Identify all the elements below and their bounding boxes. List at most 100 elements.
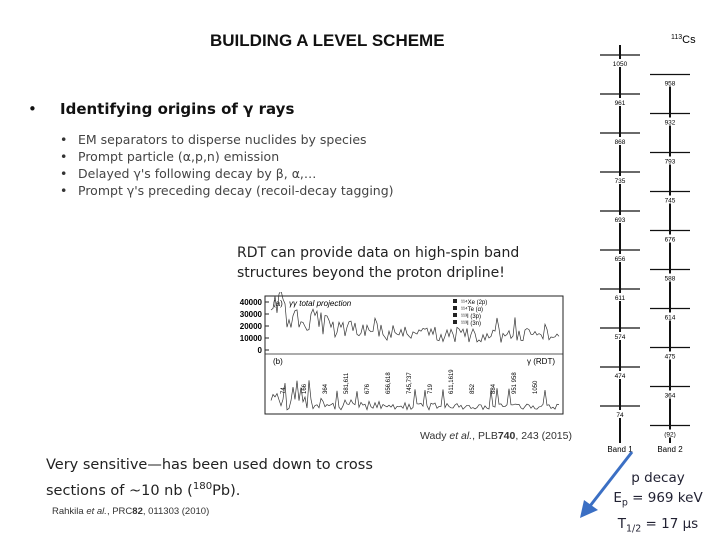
label-bg — [661, 78, 679, 87]
element: Pb — [212, 482, 231, 499]
legend-entry: ¹¹³I (3n) — [461, 321, 481, 327]
band-label: Band 1 — [607, 445, 633, 454]
energy-label: (92) — [664, 432, 676, 439]
label-bg — [661, 312, 679, 321]
proton-energy: Ep = 969 keV — [598, 488, 718, 514]
energy-label: 735 — [615, 178, 626, 185]
energy-label: 611 — [615, 295, 626, 302]
figure-caption: Wady et al., PLB740, 243 (2015) — [420, 430, 572, 442]
energy-label: 958 — [665, 81, 676, 88]
legend-marker — [453, 320, 457, 324]
sym: T — [617, 515, 627, 532]
volume: 82 — [132, 506, 143, 517]
sym: E — [613, 490, 622, 506]
y-label: 30000 — [240, 310, 263, 319]
sub: 1/2 — [626, 523, 642, 535]
peak-label: 364 — [323, 383, 329, 394]
energy-label: 474 — [615, 373, 626, 380]
journal: , PRC — [106, 506, 133, 517]
peak-label: 581,611 — [344, 372, 350, 394]
peak-label: 74 — [281, 387, 287, 394]
energy-label: 614 — [665, 315, 676, 322]
energy-label: 1050 — [613, 61, 628, 68]
et-al: et al. — [86, 506, 107, 517]
label-bg — [611, 98, 629, 106]
sub-bullet-text: Prompt particle (α,p,n) emission — [78, 149, 280, 164]
volume: 740 — [497, 430, 516, 442]
legend-entry: ¹¹⁴Te (α) — [461, 306, 483, 313]
mass: 180 — [192, 481, 213, 492]
label-bg — [661, 156, 679, 165]
energy-label: 932 — [665, 120, 676, 127]
decay-info: p decay Ep = 969 keV T1/2 = 17 μs — [598, 468, 718, 539]
pages: , 011303 (2010) — [142, 506, 210, 517]
label-bg — [611, 137, 629, 145]
val: = 17 μs — [641, 515, 699, 532]
legend-entry: ¹¹⁴Xe (2p) — [461, 299, 487, 306]
energy-label: 574 — [615, 334, 626, 341]
label-bg — [661, 195, 679, 204]
peak-label: 719 — [428, 383, 434, 394]
band-label: Band 2 — [657, 445, 683, 454]
legend-marker — [453, 306, 457, 310]
label-bg — [661, 234, 679, 243]
bullet-dot: • — [60, 149, 68, 164]
peak-label: 611,1619 — [449, 369, 455, 394]
peak-label: 852 — [470, 383, 476, 394]
label-bg — [661, 429, 679, 438]
energy-label: 961 — [615, 100, 626, 107]
energy-label: 364 — [665, 393, 676, 400]
peak-label: 884 — [491, 383, 497, 394]
slide-title: BUILDING A LEVEL SCHEME — [210, 31, 445, 50]
end: ). — [230, 482, 241, 499]
peak-label: 166 — [302, 383, 308, 394]
energy-label: 693 — [615, 217, 626, 224]
energy-label: 74 — [616, 412, 624, 419]
label-bg — [661, 273, 679, 282]
sub-bullet-text: Prompt γ's preceding decay (recoil-decay… — [78, 183, 394, 198]
reference: Rahkila et al., PRC82, 011303 (2010) — [52, 506, 209, 517]
energy-label: 745 — [665, 198, 676, 205]
author: Wady — [420, 430, 450, 442]
text: Very sensitive—has been used down to cro… — [46, 457, 373, 499]
label-bg — [661, 390, 679, 399]
val: = 969 keV — [627, 490, 703, 506]
peak-label: 656,618 — [386, 372, 392, 394]
sub-bullet-text: EM separators to disperse nuclides by sp… — [78, 132, 367, 147]
decay-label: p decay — [631, 470, 685, 486]
label-bg — [661, 117, 679, 126]
label-bg — [611, 410, 629, 418]
legend-marker — [453, 313, 457, 317]
author: Rahkila — [52, 506, 87, 517]
element: Cs — [682, 34, 696, 46]
journal: , PLB — [472, 430, 498, 442]
arrow-head — [580, 500, 598, 518]
energy-label: 793 — [665, 159, 676, 166]
energy-label: 588 — [665, 276, 676, 283]
nucleus-label: 113Cs — [671, 34, 696, 46]
peak-label: 745,737 — [407, 372, 413, 394]
decay-arrow — [580, 451, 634, 518]
y-label: 40000 — [240, 298, 263, 307]
frame — [264, 295, 564, 415]
level-scheme: 113Cs 1050 958 961 932 868 793 735 745 693 676 656 5… — [600, 34, 696, 454]
label-bg — [611, 59, 629, 67]
panel-title: γγ total projection — [289, 299, 352, 308]
label-bg — [611, 371, 629, 379]
energy-label: 676 — [665, 237, 676, 244]
label-bg — [611, 293, 629, 301]
et-al: et al. — [449, 430, 473, 442]
legend-entry: ¹¹³I (3p) — [461, 314, 481, 320]
bullet-dot: • — [60, 132, 68, 147]
label-bg — [611, 254, 629, 262]
y-label: 10000 — [240, 334, 263, 343]
bullet-dot: • — [28, 100, 37, 118]
label-bg — [611, 332, 629, 340]
legend-marker — [453, 299, 457, 303]
bullet-dot: • — [60, 183, 68, 198]
panel-label: (b) — [273, 357, 283, 366]
mass-number: 113 — [671, 34, 682, 41]
energy-label: 868 — [615, 139, 626, 146]
